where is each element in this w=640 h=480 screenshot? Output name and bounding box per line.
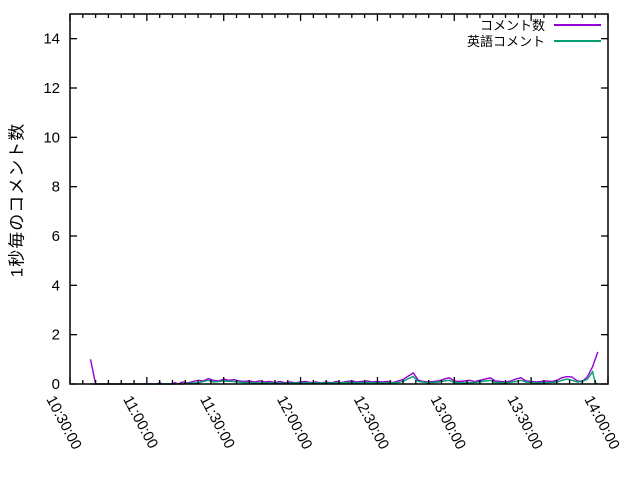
y-tick-label: 0	[52, 376, 60, 393]
legend-line-sample-english-comments	[554, 39, 601, 42]
y-tick-label: 14	[43, 31, 60, 48]
x-tick-label: 11:00:00	[119, 393, 161, 452]
y-tick-label: 2	[52, 327, 60, 344]
y-tick-label: 8	[52, 179, 60, 196]
x-tick-label: 11:30:00	[196, 393, 238, 452]
x-tick-label: 13:00:00	[427, 393, 469, 453]
x-tick-label: 12:00:00	[273, 393, 315, 453]
legend-item-english-comments: 英語コメント	[466, 33, 601, 49]
x-tick-label: 12:30:00	[350, 393, 392, 453]
x-tick-label: 13:30:00	[504, 393, 546, 453]
legend-label-comments: コメント数	[479, 18, 545, 33]
x-tick-label: 14:00:00	[580, 393, 622, 453]
legend: コメント数 英語コメント	[466, 17, 601, 49]
series-line-0	[89, 351, 599, 385]
y-tick-label: 4	[52, 277, 60, 294]
y-axis-title: 1秒毎のコメント数	[7, 122, 27, 278]
x-tick-label: 10:30:00	[42, 393, 84, 453]
y-tick-label: 6	[52, 228, 60, 245]
axis-tick-labels: 0 2 4 6 8 10 12 14 10:30:00 11:00:00 11:30:00 12:00…	[42, 31, 622, 453]
y-tick-label: 12	[43, 80, 60, 97]
legend-line-sample-comments	[554, 23, 601, 26]
legend-label-english-comments: 英語コメント	[466, 34, 545, 49]
axis-ticks	[69, 14, 609, 385]
series-lines	[89, 351, 599, 385]
plot-border	[69, 13, 609, 385]
y-tick-label: 10	[43, 129, 60, 146]
series-line-1	[90, 370, 599, 385]
legend-item-comments: コメント数	[467, 17, 601, 33]
